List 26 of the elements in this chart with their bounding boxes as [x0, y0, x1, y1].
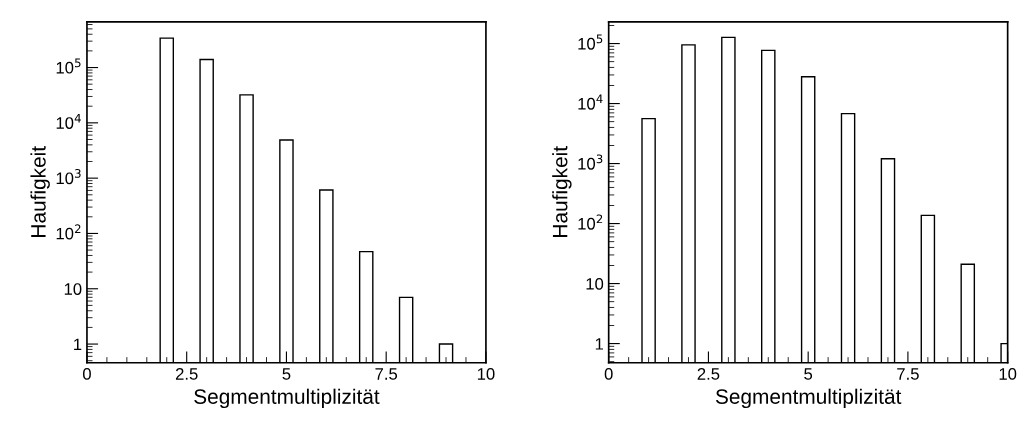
y-tick-label: 1 [595, 338, 604, 350]
x-tick-label: 7.5 [897, 368, 919, 380]
y-tick-label: 10$^{4}$ [578, 94, 603, 110]
y-tick-label: 10$^{3}$ [578, 154, 603, 170]
y-tick-label: 1 [74, 338, 82, 351]
y-tick-label: 10$^{3}$ [56, 169, 81, 185]
x-axis-title: Segmentmultiplizität [715, 388, 902, 409]
x-tick-label: 2.5 [697, 368, 720, 380]
x-tick-label: 7.5 [375, 368, 398, 380]
x-tick-label: 5 [804, 368, 813, 380]
x-tick-label: 10 [477, 368, 495, 380]
y-tick-label: 10$^{2}$ [578, 214, 603, 230]
y-tick-label: 10 [64, 283, 82, 295]
x-tick-label: 2.5 [175, 368, 198, 380]
y-axis-title: Haufigkeit [30, 146, 50, 237]
y-tick-label: 10 [586, 277, 604, 290]
y-axis-title: Haufigkeit [552, 146, 572, 237]
y-tick-label: 10$^{4}$ [56, 113, 81, 129]
y-tick-label: 10$^{5}$ [56, 58, 81, 74]
x-tick-label: 0 [82, 368, 91, 380]
x-tick-label: 0 [604, 368, 613, 380]
y-tick-label: 10$^{5}$ [578, 34, 603, 50]
x-tick-label: 10 [999, 368, 1017, 380]
x-tick-label: 5 [282, 368, 291, 380]
y-tick-label: 10$^{2}$ [56, 224, 81, 240]
x-axis-title: Segmentmultiplizität [194, 388, 380, 409]
